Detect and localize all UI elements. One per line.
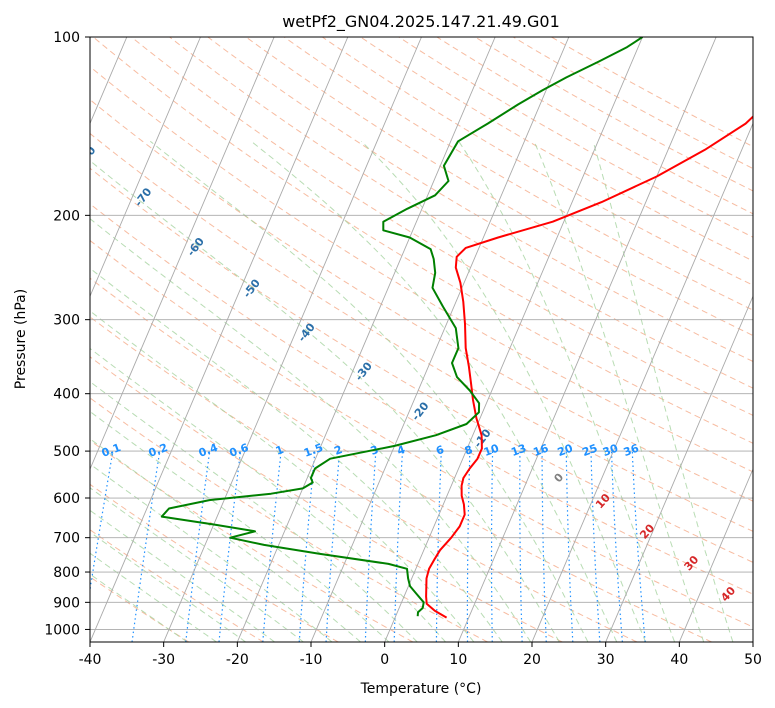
y-tick-label: 800: [53, 565, 80, 581]
isotherm-gridline: [90, 37, 349, 642]
x-tick-label: 50: [744, 652, 762, 668]
mixing-ratio-label: 30: [601, 442, 620, 460]
y-tick-label: 200: [53, 208, 80, 224]
mixing-ratio-line: [610, 451, 623, 642]
isotherm-gridline: [678, 467, 753, 642]
y-tick-label: 100: [53, 30, 80, 46]
profile-line: [425, 115, 753, 619]
y-tick-label: 1000: [44, 622, 80, 638]
dry-adiabat-line: [245, 37, 753, 337]
mixing-ratio-label: 2: [332, 443, 344, 458]
dry-adiabat-line: [92, 37, 753, 444]
mixing-ratio-label: 1.5: [302, 441, 325, 460]
mixing-ratio-label: 0.4: [197, 441, 220, 460]
isotherm-gridline: [605, 295, 753, 642]
isotherm-gridline: [384, 37, 643, 642]
x-tick-label: -10: [300, 652, 323, 668]
mixing-ratio-label: 0.6: [228, 441, 251, 460]
mixing-ratio-label: 13: [509, 442, 528, 459]
x-tick-label: -20: [226, 652, 249, 668]
mixing-ratio-line: [262, 451, 282, 642]
y-axis-label: Pressure (hPa): [13, 289, 29, 389]
mixing-ratio-label: 6: [434, 443, 446, 458]
isotherm-gridline: [90, 37, 275, 471]
dry-adiabat-line: [90, 239, 753, 628]
x-tick-label: -30: [152, 652, 175, 668]
profile-line: [160, 37, 644, 617]
dry-adiabat-line: [90, 316, 638, 642]
dry-adiabat-line: [90, 99, 753, 502]
mixing-ratio-line: [325, 451, 341, 642]
y-tick-label: 600: [53, 491, 80, 507]
isotherm-gridline: [236, 37, 496, 642]
mixing-ratio-label: 25: [580, 442, 599, 459]
x-tick-label: -40: [79, 652, 102, 668]
dry-adiabat-line: [283, 37, 753, 311]
isotherm-gridline: [457, 37, 717, 642]
mixing-ratio-label: 36: [622, 442, 641, 460]
dry-adiabat-line: [90, 483, 339, 642]
mixing-ratio-label: 0.2: [147, 441, 170, 460]
x-tick-label: 20: [523, 652, 541, 668]
dry-adiabat-line: [90, 277, 712, 642]
mixing-ratio-line: [218, 451, 242, 642]
mixing-ratio-label: 10: [482, 442, 501, 460]
dry-adiabat-line: [90, 203, 753, 595]
mixing-ratio-line: [490, 451, 494, 642]
isotherm-gridline: [531, 122, 753, 642]
isotherm-gridline: [90, 37, 201, 298]
y-tick-label: 500: [53, 444, 80, 460]
mixing-ratio-label: 1: [274, 443, 286, 458]
mixing-ratio-line: [565, 451, 574, 642]
plot-frame: [89, 36, 754, 643]
mixing-ratio-label: 8: [463, 443, 475, 458]
isotherm-gridline: [310, 37, 570, 642]
x-tick-label: 40: [670, 652, 688, 668]
mixing-ratio-label: 16: [531, 442, 550, 460]
mixing-ratio-label: 20: [556, 442, 575, 460]
x-axis-ticks: -40 -30 -20 -10 0 10 20 30 40 50: [79, 642, 762, 668]
dry-adiabat-line: [169, 37, 753, 389]
y-tick-label: 400: [53, 387, 80, 403]
x-tick-label: 30: [597, 652, 615, 668]
mixing-ratio-line: [364, 451, 377, 642]
mixing-ratio-line: [435, 451, 442, 642]
mixing-ratio-line: [590, 451, 601, 642]
mixing-ratio-line: [519, 451, 523, 642]
dry-adiabat-line: [131, 37, 753, 416]
mixing-ratio-line: [541, 451, 547, 642]
mixing-ratio-label: 4: [395, 443, 407, 458]
dry-adiabat-line: [90, 356, 563, 642]
mixing-ratio-line: [90, 450, 114, 594]
chart-title: wetPf2_GN04.2025.147.21.49.G01: [282, 12, 560, 32]
mixing-ratio-line: [466, 451, 471, 642]
mixing-ratio-line: [185, 451, 211, 642]
x-tick-label: 0: [380, 652, 389, 668]
dry-adiabat-line: [90, 132, 753, 532]
y-tick-label: 900: [53, 595, 80, 611]
y-tick-label: 300: [53, 313, 80, 329]
mixing-ratio-label: 0.1: [100, 441, 123, 460]
mixing-ratio-line: [298, 451, 316, 642]
mixing-ratio-line: [631, 451, 646, 642]
x-axis-label: Temperature (°C): [360, 681, 482, 697]
dry-adiabat-label: -80: [76, 144, 99, 168]
y-tick-label: 700: [53, 531, 80, 547]
isotherm-gridline: [163, 37, 422, 642]
gridlines: [90, 37, 753, 642]
y-axis-ticks: 100 200 300 400 500 600 700 800 900 1000: [44, 30, 90, 638]
dry-adiabat-line: [90, 529, 264, 642]
x-tick-label: 10: [449, 652, 467, 668]
series-lines: [160, 37, 753, 619]
